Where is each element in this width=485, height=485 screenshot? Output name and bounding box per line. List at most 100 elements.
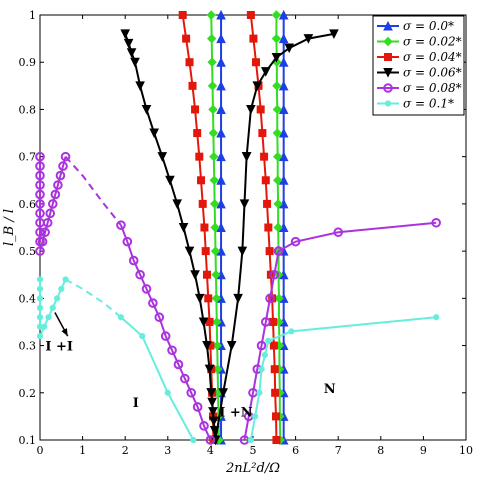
data-point [126, 48, 137, 58]
data-point [269, 341, 278, 350]
data-point [50, 189, 61, 200]
legend-item: σ = 0.02* [377, 35, 462, 49]
region-label: I [133, 396, 139, 411]
data-point [216, 151, 226, 162]
data-point [205, 435, 216, 445]
data-point [252, 81, 263, 91]
data-point [216, 127, 226, 138]
data-point [216, 175, 226, 185]
data-point [172, 199, 182, 210]
data-point [206, 388, 217, 398]
y-tick-label: 0.4 [19, 292, 37, 305]
data-point [123, 38, 134, 49]
data-point [433, 314, 440, 321]
data-point [35, 208, 45, 219]
data-point [246, 11, 255, 19]
data-point [188, 81, 197, 90]
y-axis-label: l_B / l [2, 209, 17, 246]
data-point [167, 345, 177, 356]
data-point [237, 246, 248, 257]
data-point [53, 180, 63, 190]
data-point [383, 36, 393, 47]
x-tick-label: 7 [335, 444, 342, 457]
data-point [265, 337, 272, 344]
data-point [273, 151, 283, 162]
data-point [201, 247, 210, 256]
data-point [260, 317, 271, 327]
dashed-connector [65, 278, 122, 318]
series-group [120, 29, 339, 446]
data-point [216, 57, 226, 67]
legend-item: σ = 0.06* [377, 66, 462, 80]
legend-label: σ = 0.08* [403, 81, 462, 95]
data-point [273, 175, 283, 185]
data-point [212, 340, 222, 351]
x-tick-label: 4 [207, 444, 214, 457]
data-point [135, 81, 145, 91]
data-point [47, 199, 58, 209]
data-point [141, 284, 152, 294]
data-point [271, 388, 280, 397]
data-point [149, 128, 159, 139]
data-point [36, 285, 44, 292]
y-tick-label: 0.8 [19, 103, 37, 116]
data-point [247, 436, 254, 444]
data-point [251, 58, 260, 67]
y-tick-label: 0.2 [19, 387, 37, 400]
data-point [49, 304, 56, 311]
data-point [211, 270, 221, 280]
data-point [329, 29, 339, 40]
data-point [139, 333, 146, 340]
series-line [249, 14, 278, 441]
legend-box [372, 15, 465, 116]
data-point [36, 295, 44, 302]
data-point [383, 83, 393, 93]
data-point [258, 129, 267, 138]
data-point [218, 388, 228, 398]
data-point [261, 176, 270, 185]
data-point [116, 220, 126, 230]
data-point [274, 293, 284, 304]
data-point [256, 389, 263, 396]
data-point [122, 236, 133, 247]
data-point [36, 304, 44, 311]
data-point [210, 246, 221, 256]
data-point [384, 53, 392, 61]
data-point [260, 67, 271, 77]
data-point [154, 312, 165, 323]
data-point [36, 314, 44, 321]
y-tick-label: 0.3 [19, 340, 37, 353]
data-point [207, 397, 217, 408]
data-point [208, 104, 218, 115]
data-point [278, 9, 289, 20]
data-point [206, 33, 217, 44]
x-tick-label: 0 [37, 444, 44, 457]
data-point [256, 340, 267, 351]
data-point [273, 199, 283, 209]
data-point [265, 247, 274, 256]
data-point [190, 270, 200, 280]
data-point [233, 293, 243, 304]
data-point [261, 351, 269, 359]
data-point [35, 161, 45, 171]
legend-item: σ = 0.1* [377, 97, 454, 111]
data-point [226, 341, 237, 351]
series-group [206, 10, 285, 445]
data-point [62, 276, 69, 283]
axes: 0 1 2 3 4 5 6 7 8 9 10 0.1 0.2 0.3 0.4 0.5 0.6 0.7 0.8 0.9 1… [2, 9, 473, 476]
data-point [216, 80, 226, 91]
data-point [180, 373, 190, 384]
data-point [303, 34, 314, 44]
x-tick-label: 8 [377, 444, 384, 457]
series-line [267, 316, 437, 342]
data-point [269, 269, 280, 280]
data-point [272, 104, 282, 115]
data-point [120, 29, 131, 40]
data-point [45, 314, 52, 321]
data-point [273, 246, 284, 256]
data-point [272, 436, 281, 444]
data-point [271, 53, 282, 63]
series-group [178, 11, 281, 444]
legend-label: σ = 0.06* [403, 66, 462, 80]
data-point [191, 105, 200, 114]
